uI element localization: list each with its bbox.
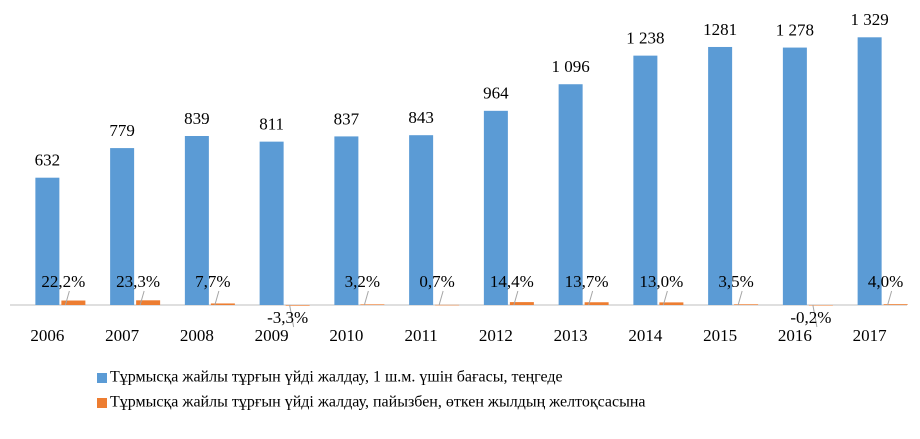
bar xyxy=(409,135,434,305)
bar xyxy=(210,303,235,305)
leader-line xyxy=(438,290,444,306)
legend-swatch xyxy=(97,398,107,408)
leader-line xyxy=(513,290,519,306)
data-label: 23,3% xyxy=(116,272,160,291)
bar xyxy=(659,302,684,305)
data-label: 964 xyxy=(483,84,509,103)
data-label: 1281 xyxy=(703,20,737,39)
data-label: 1 329 xyxy=(851,10,889,29)
data-label: 843 xyxy=(408,108,434,127)
data-label: 13,0% xyxy=(639,272,683,291)
data-label: 13,7% xyxy=(565,272,609,291)
bar xyxy=(435,304,460,306)
bar xyxy=(184,136,209,305)
bar xyxy=(584,302,609,305)
leader-line xyxy=(737,290,743,306)
bar xyxy=(259,141,284,305)
leader-line xyxy=(588,290,594,306)
x-tick-label: 2006 xyxy=(30,326,64,345)
data-label: 3,5% xyxy=(718,272,753,291)
bar xyxy=(558,84,583,305)
x-tick-label: 2015 xyxy=(703,326,737,345)
data-label: 1 238 xyxy=(626,29,664,48)
data-label: -3,3% xyxy=(267,308,308,327)
bar xyxy=(808,305,833,306)
leader-line xyxy=(64,290,70,306)
data-label: 839 xyxy=(184,109,210,128)
bar xyxy=(110,148,135,305)
data-label: 837 xyxy=(334,109,360,128)
x-tick-label: 2016 xyxy=(778,326,812,345)
data-label: 0,7% xyxy=(419,272,454,291)
leader-line xyxy=(139,290,145,306)
x-tick-label: 2009 xyxy=(255,326,289,345)
x-tick-label: 2007 xyxy=(105,326,140,345)
leader-line xyxy=(662,290,668,306)
x-tick-label: 2010 xyxy=(329,326,363,345)
x-tick-label: 2013 xyxy=(554,326,588,345)
data-label: -0,2% xyxy=(790,308,831,327)
data-label: 3,2% xyxy=(345,272,380,291)
data-label: 1 278 xyxy=(776,20,814,39)
leader-line xyxy=(289,304,295,328)
leader-line xyxy=(887,290,893,306)
data-label: 811 xyxy=(259,115,284,134)
leader-line xyxy=(812,304,818,328)
x-tick-label: 2008 xyxy=(180,326,214,345)
bar xyxy=(35,177,60,305)
leader-line xyxy=(214,290,220,306)
data-label: 7,7% xyxy=(195,272,230,291)
legend-label: Тұрмысқа жайлы тұрғын үйді жалдау, 1 ш.м… xyxy=(110,369,563,386)
x-tick-label: 2012 xyxy=(479,326,513,345)
bar xyxy=(360,304,385,305)
bar xyxy=(633,55,658,306)
data-label: 1 096 xyxy=(552,57,590,76)
bar xyxy=(61,300,86,305)
bar xyxy=(483,110,508,305)
data-label: 4,0% xyxy=(868,272,903,291)
bar xyxy=(782,47,807,306)
leader-line xyxy=(363,290,369,306)
legend-swatch xyxy=(97,373,107,383)
data-label: 14,4% xyxy=(490,272,534,291)
bar xyxy=(883,304,908,305)
bar xyxy=(136,300,161,305)
data-label: 632 xyxy=(35,151,61,170)
x-tick-label: 2011 xyxy=(404,326,437,345)
x-tick-label: 2017 xyxy=(853,326,888,345)
bar xyxy=(734,304,759,305)
bar xyxy=(334,136,359,305)
data-label: 22,2% xyxy=(41,272,85,291)
bar xyxy=(285,305,310,306)
bar xyxy=(857,37,882,306)
bar xyxy=(708,46,733,305)
bar xyxy=(509,302,534,305)
x-tick-label: 2014 xyxy=(628,326,663,345)
data-label: 779 xyxy=(109,121,135,140)
legend-label: Тұрмысқа жайлы тұрғын үйді жалдау, пайыз… xyxy=(110,394,646,411)
